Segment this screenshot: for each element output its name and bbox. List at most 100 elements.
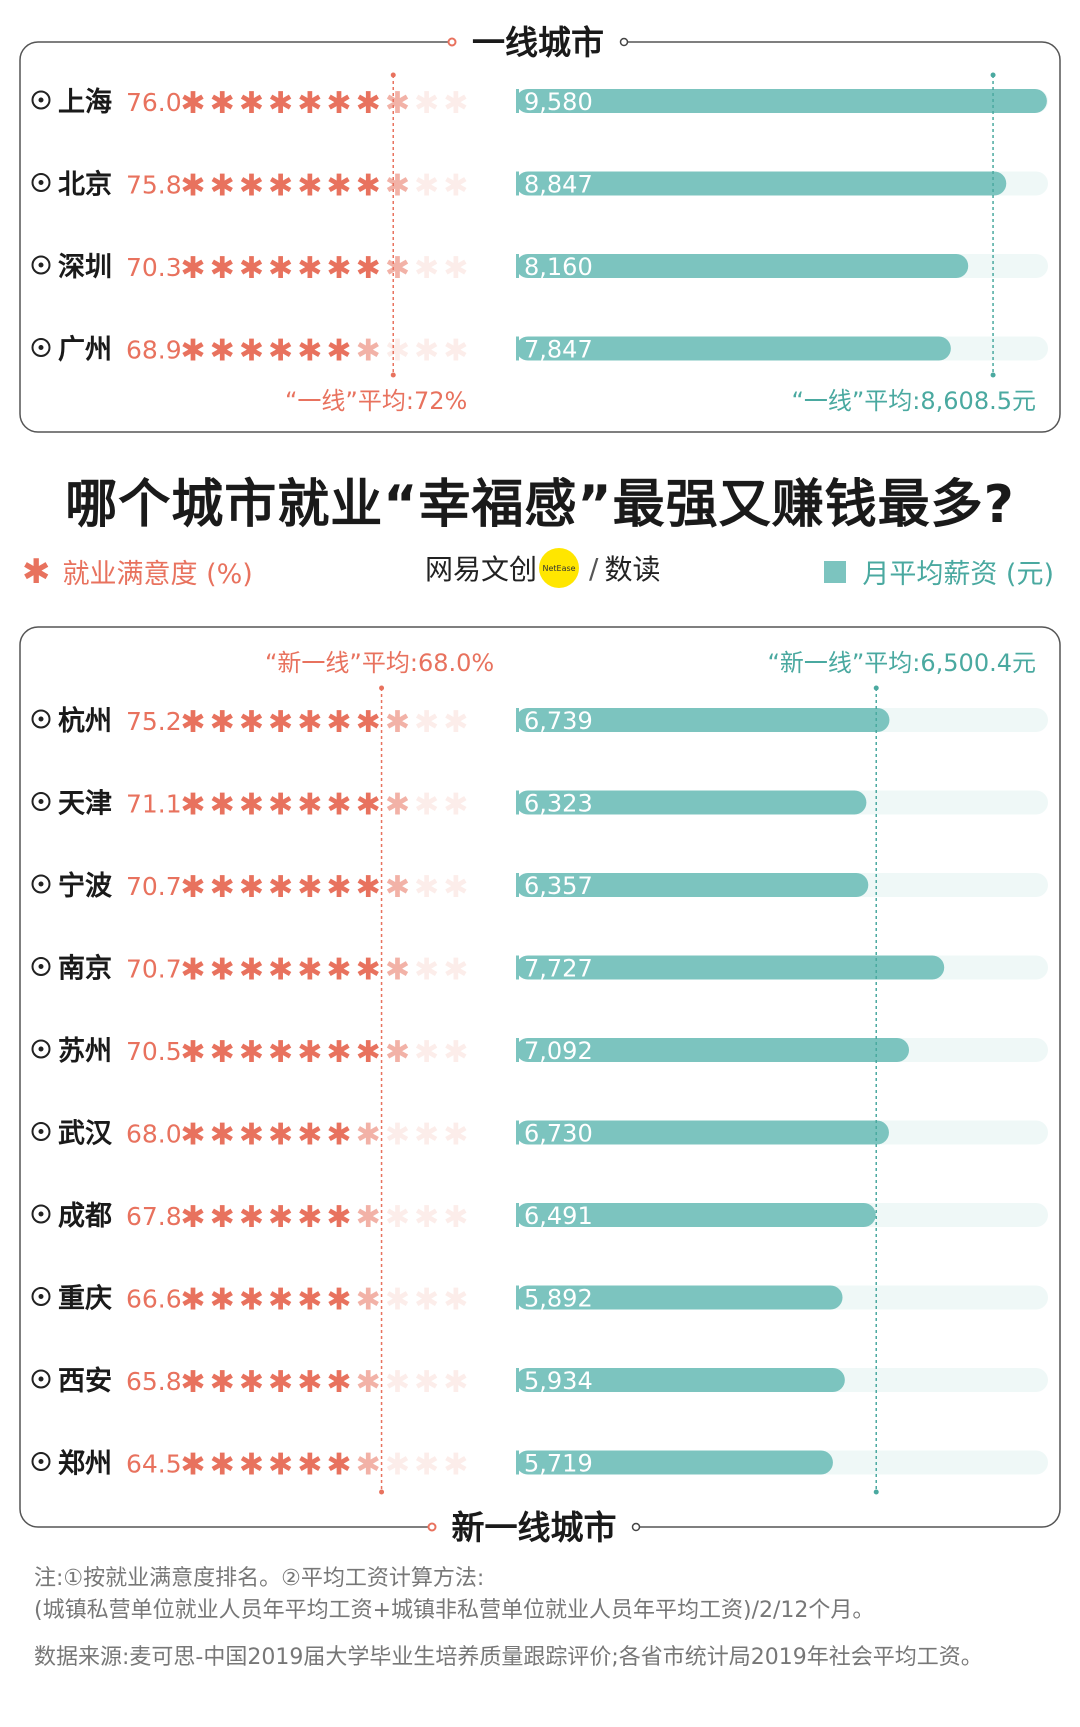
satisfaction-star: ✱ [239,870,264,905]
salary-bar [516,790,867,815]
satisfaction-star: ✱ [210,1283,235,1318]
city-name: 北京 [58,169,112,201]
satisfaction-average-dot [379,685,385,691]
satisfaction-star: ✱ [443,169,468,204]
legend-salary: 月平均薪资 (元) [824,552,1054,591]
city-name: 重庆 [58,1283,112,1315]
satisfaction-star: ✱ [356,86,381,121]
satisfaction-star: ✱ [268,705,293,740]
satisfaction-star: ✱ [268,251,293,286]
brand-badge: NetEase [539,548,580,588]
salary-bar [516,336,951,361]
satisfaction-star: ✱ [356,169,381,204]
satisfaction-value: 70.3 [126,253,182,282]
salary-value: 5,934 [524,1367,593,1395]
satisfaction-value: 68.9 [126,336,182,365]
salary-bar-cap [516,336,519,361]
satisfaction-star: ✱ [180,953,205,988]
satisfaction-star: ✱ [414,1200,439,1235]
location-pin-dot [38,964,44,969]
asterisk-icon: ✱ [22,551,51,592]
satisfaction-star: ✱ [297,1118,322,1153]
salary-value: 7,092 [524,1037,593,1065]
satisfaction-star: ✱ [385,705,410,740]
satisfaction-star: ✱ [326,870,351,905]
location-pin-dot [38,881,44,887]
satisfaction-star: ✱ [356,251,381,286]
satisfaction-star: ✱ [385,953,410,988]
satisfaction-star: ✱ [385,1283,410,1318]
satisfaction-star: ✱ [297,705,322,740]
location-pin-dot [38,1294,44,1299]
page-title: 哪个城市就业“幸福感”最强又赚钱最多? [65,475,1015,535]
salary-bar-cap [516,254,519,278]
satisfaction-value: 68.0 [126,1120,182,1149]
satisfaction-star: ✱ [443,870,468,905]
satisfaction-star: ✱ [297,1365,322,1400]
satisfaction-star: ✱ [356,1035,381,1070]
satisfaction-star: ✱ [239,334,264,369]
satisfaction-star: ✱ [385,334,410,369]
salary-bar-cap [516,89,519,113]
satisfaction-star: ✱ [180,1118,205,1153]
city-name: 南京 [58,953,112,985]
satisfaction-star: ✱ [414,334,439,369]
satisfaction-star: ✱ [268,1283,293,1318]
satisfaction-value: 64.5 [126,1450,182,1479]
satisfaction-star: ✱ [239,1448,264,1483]
satisfaction-star: ✱ [268,86,293,121]
location-pin-icon [31,1369,51,1389]
satisfaction-star: ✱ [239,169,264,204]
satisfaction-star: ✱ [385,1448,410,1483]
satisfaction-star: ✱ [210,870,235,905]
satisfaction-star: ✱ [297,169,322,204]
salary-value: 8,160 [524,253,593,281]
salary-value: 6,323 [524,790,593,818]
satisfaction-star: ✱ [356,1448,381,1483]
satisfaction-star: ✱ [443,788,468,823]
satisfaction-average-dot [390,72,396,78]
salary-value: 8,847 [524,171,593,199]
salary-bar-cap [516,1203,519,1227]
satisfaction-star: ✱ [443,1118,468,1153]
satisfaction-average-label: “新一线”平均:68.0% [265,649,494,677]
salary-value: 6,739 [524,707,593,735]
satisfaction-star: ✱ [356,1200,381,1235]
satisfaction-star: ✱ [414,788,439,823]
satisfaction-star: ✱ [297,1200,322,1235]
tier1-title-dot-right [619,37,629,47]
location-pin-icon [31,1039,51,1059]
satisfaction-star: ✱ [414,1448,439,1483]
satisfaction-star: ✱ [356,1118,381,1153]
satisfaction-star: ✱ [326,705,351,740]
satisfaction-star: ✱ [210,1035,235,1070]
satisfaction-star: ✱ [443,334,468,369]
satisfaction-star: ✱ [268,334,293,369]
satisfaction-star: ✱ [385,169,410,204]
location-pin-icon [31,90,51,110]
satisfaction-star: ✱ [443,953,468,988]
source-note: 数据来源:麦可思-中国2019届大学毕业生培养质量跟踪评价;各省市统计局2019… [34,1645,983,1670]
satisfaction-star: ✱ [356,1365,381,1400]
satisfaction-star: ✱ [385,86,410,121]
satisfaction-star: ✱ [180,1283,205,1318]
satisfaction-star: ✱ [356,788,381,823]
satisfaction-star: ✱ [210,1448,235,1483]
city-name: 苏州 [58,1036,112,1067]
satisfaction-star: ✱ [297,1035,322,1070]
satisfaction-star: ✱ [180,1200,205,1235]
satisfaction-star: ✱ [180,788,205,823]
satisfaction-star: ✱ [356,1283,381,1318]
location-pin-dot [38,1376,44,1382]
location-pin-dot [38,345,44,350]
satisfaction-star: ✱ [297,788,322,823]
satisfaction-star: ✱ [326,1448,351,1483]
tier1-panel-title: 一线城市 [472,23,604,62]
location-pin-dot [38,180,44,185]
satisfaction-star: ✱ [443,1200,468,1235]
satisfaction-star: ✱ [443,1448,468,1483]
city-name: 广州 [58,335,112,366]
satisfaction-star: ✱ [239,1035,264,1070]
satisfaction-star: ✱ [297,1448,322,1483]
satisfaction-star: ✱ [443,705,468,740]
